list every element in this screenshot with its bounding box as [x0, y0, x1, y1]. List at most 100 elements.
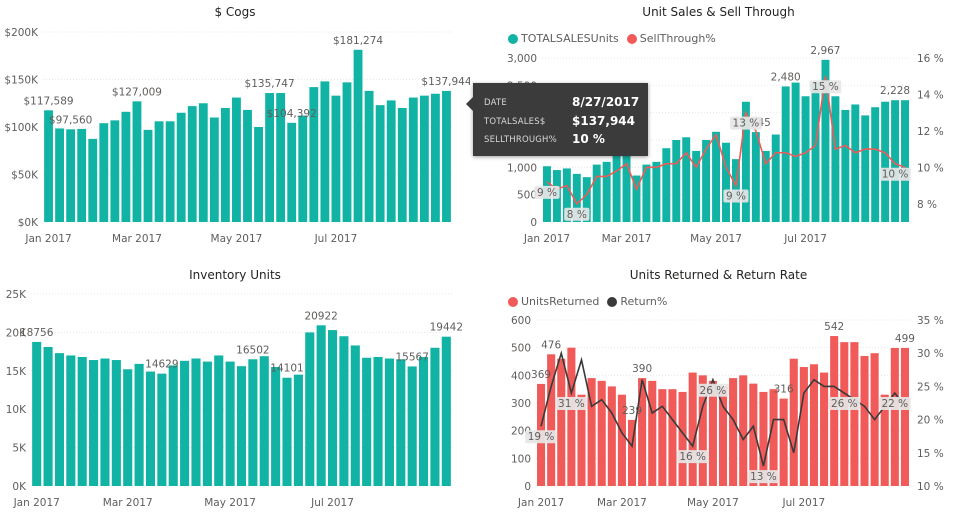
bar	[165, 121, 175, 222]
y2-tick-label: 8 %	[917, 199, 937, 211]
bar	[430, 93, 440, 222]
legend-swatch	[607, 296, 618, 307]
bar	[265, 93, 275, 223]
data-label: 369	[531, 369, 551, 381]
tooltip-value-date: 8/27/2017	[572, 95, 640, 109]
data-label: 19442	[430, 322, 463, 334]
bar	[577, 394, 586, 486]
data-label: 316	[774, 384, 794, 396]
legend-item-unitsreturned[interactable]: UnitsReturned	[508, 295, 599, 308]
bar	[668, 389, 677, 486]
bar	[779, 398, 788, 486]
bar	[809, 364, 819, 486]
bar	[320, 81, 330, 223]
bar	[602, 161, 611, 222]
bar	[77, 356, 87, 486]
data-label: 14629	[145, 359, 178, 371]
data-label-bg	[534, 185, 560, 199]
y-tick-label: 100	[511, 453, 531, 465]
bar	[100, 358, 110, 486]
bar	[375, 105, 385, 222]
y-tick-label: 10K	[6, 404, 27, 416]
y2-tick-label: 30 %	[917, 348, 944, 360]
legend-item-totalsalesunits[interactable]: TOTALSALESUnits	[508, 32, 619, 45]
bar	[851, 104, 860, 222]
bar	[901, 100, 910, 222]
y-tick-label: $200K	[4, 27, 39, 39]
data-label: 9 %	[726, 191, 746, 203]
data-label: 19 %	[528, 431, 555, 443]
bar	[298, 115, 308, 222]
bar	[871, 107, 880, 222]
y-tick-label: $150K	[4, 75, 39, 87]
legend-item-return-pct[interactable]: Return%	[607, 295, 667, 308]
y-tick-label: 5K	[12, 443, 27, 455]
legend-swatch	[508, 33, 518, 44]
y-tick-label: 3,000	[507, 53, 537, 65]
data-label: 8 %	[567, 209, 587, 221]
bar	[821, 59, 830, 222]
cogs-chart[interactable]: $0K $50K $100K $150K $200K Jan 2017 Mar 2017 Ma…	[0, 0, 470, 262]
bar	[327, 330, 338, 486]
bar	[880, 394, 889, 486]
bar	[99, 123, 109, 222]
inventory-chart[interactable]: 0K 5K 10K 15K 20K 25K Jan 2017 Mar 2017 May 2017…	[0, 262, 470, 524]
returns-legend[interactable]: UnitsReturned Return%	[508, 295, 675, 308]
unitsales-legend[interactable]: TOTALSALESUnits SellThrough%	[508, 32, 724, 45]
data-label: 499	[895, 333, 915, 345]
bar	[111, 360, 121, 486]
data-label-bg	[676, 450, 709, 464]
tooltip-label-totalsales: TOTALSALES$	[484, 117, 546, 127]
tooltip-label-sellthrough: SELLTHROUGH%	[484, 135, 557, 145]
bar	[157, 373, 167, 486]
x-tick-label: May 2017	[211, 233, 263, 245]
y2-tick-label: 35 %	[917, 315, 944, 327]
bar	[831, 96, 840, 222]
y2-tick-label: 25 %	[917, 381, 944, 393]
bar	[861, 115, 870, 222]
legend-label: UnitsReturned	[521, 295, 600, 308]
bar	[408, 97, 418, 222]
bar	[209, 117, 219, 222]
bar	[557, 358, 566, 486]
bar	[362, 357, 372, 486]
bar	[692, 150, 701, 222]
bar	[191, 358, 201, 486]
tooltip-value-sellthrough: 10 %	[572, 132, 605, 146]
x-tick-label: May 2017	[690, 233, 742, 245]
bar	[890, 347, 899, 486]
y-tick-label: 0	[530, 217, 537, 229]
bar	[698, 375, 707, 486]
bar	[841, 109, 850, 222]
data-label: 18756	[20, 327, 54, 339]
data-label: 15 %	[812, 81, 839, 93]
data-label: 31 %	[558, 398, 585, 410]
bar	[342, 82, 352, 222]
bar	[891, 100, 900, 222]
bar	[820, 372, 829, 486]
bar	[678, 391, 687, 486]
bar	[547, 354, 556, 486]
bar	[66, 129, 76, 222]
bar	[419, 356, 429, 486]
bar	[801, 96, 810, 222]
bar	[293, 374, 303, 486]
data-label: 26 %	[700, 385, 727, 397]
bar	[662, 148, 671, 222]
bar	[254, 127, 263, 222]
y-tick-label: 15K	[6, 366, 27, 378]
bar	[900, 347, 909, 486]
x-tick-label: May 2017	[204, 497, 256, 509]
bar	[350, 345, 360, 486]
legend-label: Return%	[620, 295, 668, 308]
bar	[441, 336, 451, 486]
bar	[592, 164, 601, 222]
legend-item-sellthrough[interactable]: SellThrough%	[626, 32, 716, 45]
bar	[722, 142, 730, 222]
bar	[781, 86, 790, 222]
legend-swatch	[508, 296, 518, 307]
y2-tick-label: 20 %	[917, 415, 944, 427]
y2-tick-label: 12 %	[917, 126, 944, 138]
